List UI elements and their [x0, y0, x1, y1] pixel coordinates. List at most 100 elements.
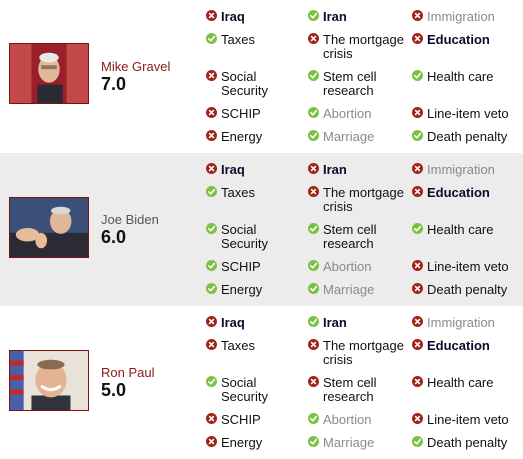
issue-item[interactable]: Energy [206, 283, 306, 297]
x-icon [206, 436, 217, 447]
issue-item[interactable]: Health care [412, 70, 512, 84]
issue-label: Iraq [221, 9, 245, 24]
candidate-photo [9, 197, 89, 258]
issue-label: Energy [221, 435, 263, 450]
issue-label: Iraq [221, 315, 245, 330]
issue-item[interactable]: Marriage [308, 130, 408, 144]
x-icon [412, 33, 423, 44]
issue-label: Taxes [221, 32, 255, 47]
issue-item[interactable]: Immigration [412, 316, 512, 330]
issue-item[interactable]: Stem cell research [308, 70, 408, 98]
issue-item[interactable]: Iraq [206, 10, 306, 24]
issue-item[interactable]: The mortgage crisis [308, 186, 408, 214]
x-icon [412, 186, 423, 197]
issue-item[interactable]: Line-item veto [412, 413, 512, 427]
issue-item[interactable]: Taxes [206, 339, 306, 353]
issue-label: Stem cell research [323, 375, 377, 404]
issue-label: Iraq [221, 162, 245, 177]
issue-label: SCHIP [221, 106, 261, 121]
candidate-name[interactable]: Joe Biden [101, 212, 159, 227]
issue-label: Iran [323, 315, 347, 330]
issue-item[interactable]: Death penalty [412, 283, 512, 297]
issue-item[interactable]: Stem cell research [308, 376, 408, 404]
candidate-row: Joe Biden 6.0 Iraq Iran Immigration Taxes The … [0, 153, 523, 306]
issue-item[interactable]: Iran [308, 10, 408, 24]
issue-item[interactable]: Iran [308, 163, 408, 177]
issue-item[interactable]: Energy [206, 436, 306, 450]
issue-item[interactable]: Health care [412, 376, 512, 390]
issue-item[interactable]: Social Security [206, 376, 306, 404]
issue-label: Education [427, 32, 490, 47]
issue-label: Stem cell research [323, 69, 377, 98]
x-icon [412, 413, 423, 424]
issue-label: Social Security [221, 375, 268, 404]
issue-label: Social Security [221, 222, 268, 251]
check-icon [412, 436, 423, 447]
issue-item[interactable]: Education [412, 339, 512, 353]
x-icon [206, 107, 217, 118]
check-icon [206, 376, 217, 387]
check-icon [308, 10, 319, 21]
issue-label: The mortgage crisis [323, 185, 404, 214]
issue-item[interactable]: Immigration [412, 163, 512, 177]
issue-item[interactable]: Iraq [206, 316, 306, 330]
issue-item[interactable]: Line-item veto [412, 260, 512, 274]
issue-item[interactable]: Energy [206, 130, 306, 144]
issue-item[interactable]: Death penalty [412, 436, 512, 450]
x-icon [206, 339, 217, 350]
check-icon [412, 70, 423, 81]
issue-item[interactable]: Death penalty [412, 130, 512, 144]
issue-label: Marriage [323, 435, 375, 450]
issue-item[interactable]: Abortion [308, 260, 408, 274]
check-icon [308, 107, 319, 118]
x-icon [308, 339, 319, 350]
issue-label: Death penalty [427, 129, 508, 144]
check-icon [308, 70, 319, 81]
issue-item[interactable]: Immigration [412, 10, 512, 24]
issue-item[interactable]: Education [412, 33, 512, 47]
candidate-name[interactable]: Mike Gravel [101, 59, 171, 74]
issue-item[interactable]: Marriage [308, 436, 408, 450]
check-icon [206, 260, 217, 271]
candidate-name[interactable]: Ron Paul [101, 365, 155, 380]
issue-item[interactable]: Social Security [206, 223, 306, 251]
issue-item[interactable]: SCHIP [206, 107, 306, 121]
check-icon [206, 33, 217, 44]
issue-item[interactable]: Health care [412, 223, 512, 237]
issue-item[interactable]: Abortion [308, 107, 408, 121]
issue-label: Marriage [323, 282, 375, 297]
issue-label: Abortion [323, 412, 372, 427]
issue-item[interactable]: Iran [308, 316, 408, 330]
x-icon [308, 163, 319, 174]
issue-item[interactable]: Education [412, 186, 512, 200]
issue-label: Iran [323, 162, 347, 177]
issue-label: Energy [221, 282, 263, 297]
issue-item[interactable]: The mortgage crisis [308, 33, 408, 61]
issue-label: Line-item veto [427, 412, 509, 427]
issue-item[interactable]: The mortgage crisis [308, 339, 408, 367]
issue-label: SCHIP [221, 259, 261, 274]
issue-item[interactable]: Iraq [206, 163, 306, 177]
issue-item[interactable]: Line-item veto [412, 107, 512, 121]
issue-label: Education [427, 338, 490, 353]
candidate-score: 6.0 [101, 227, 127, 247]
x-icon [206, 10, 217, 21]
issue-item[interactable]: Taxes [206, 33, 306, 47]
check-icon [206, 186, 217, 197]
x-icon [412, 10, 423, 21]
issue-label: Immigration [427, 315, 495, 330]
issue-item[interactable]: Marriage [308, 283, 408, 297]
issue-item[interactable]: Stem cell research [308, 223, 408, 251]
candidate-row: Ron Paul 5.0 Iraq Iran Immigration Taxes The m… [0, 306, 523, 459]
x-icon [206, 163, 217, 174]
issue-label: Line-item veto [427, 259, 509, 274]
x-icon [206, 130, 217, 141]
issue-label: Health care [427, 222, 494, 237]
issue-label: Taxes [221, 185, 255, 200]
issue-item[interactable]: Social Security [206, 70, 306, 98]
x-icon [412, 376, 423, 387]
issue-item[interactable]: SCHIP [206, 413, 306, 427]
issue-item[interactable]: SCHIP [206, 260, 306, 274]
issue-item[interactable]: Taxes [206, 186, 306, 200]
issue-item[interactable]: Abortion [308, 413, 408, 427]
